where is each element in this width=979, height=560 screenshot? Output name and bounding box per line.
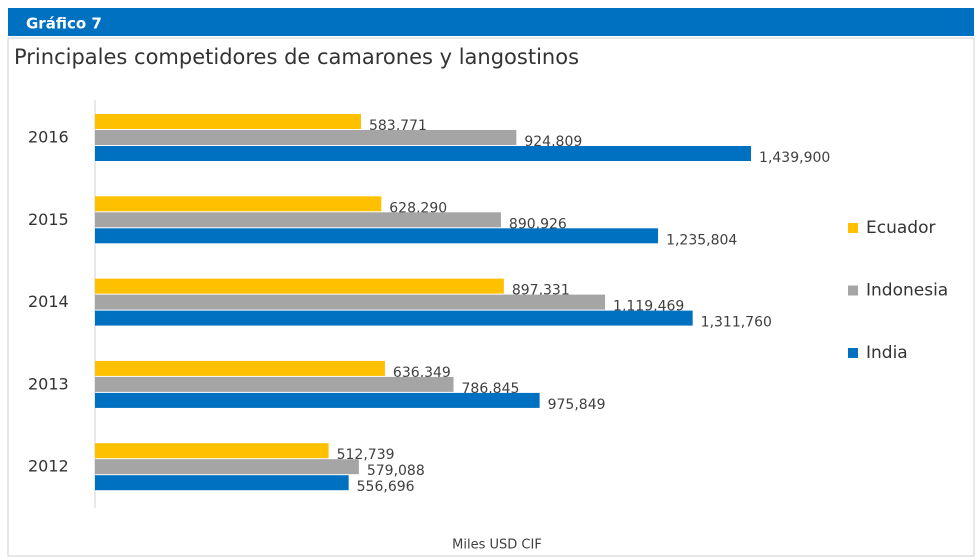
bar	[95, 130, 517, 145]
header-bar	[8, 8, 974, 36]
legend-label: Ecuador	[866, 218, 935, 238]
bar	[95, 278, 504, 294]
bar	[95, 294, 606, 310]
bar	[95, 459, 359, 475]
value-label: 975,849	[548, 397, 606, 413]
value-label: 1,311,760	[701, 315, 772, 331]
bar	[95, 475, 349, 491]
value-label: 1,439,900	[759, 150, 830, 166]
x-axis-label: Miles USD CIF	[452, 538, 542, 553]
legend-swatch	[848, 285, 858, 296]
bar	[95, 443, 329, 459]
header: Gráfico 7	[26, 15, 102, 33]
chart-title: Principales competidores de camarones y …	[14, 45, 579, 69]
y-tick-label: 2015	[28, 210, 69, 229]
bar	[95, 196, 382, 212]
y-tick-label: 2014	[28, 292, 69, 311]
y-tick-label: 2013	[28, 374, 69, 393]
value-label: 556,696	[357, 479, 415, 495]
value-label: 579,088	[367, 463, 425, 479]
bar	[95, 228, 659, 244]
bar	[95, 114, 361, 129]
legend-swatch	[848, 348, 858, 358]
value-label: 1,235,804	[666, 232, 737, 248]
legend-swatch	[848, 223, 858, 233]
bar	[95, 392, 540, 408]
y-tick-label: 2012	[28, 457, 69, 476]
legend-label: Indonesia	[866, 281, 948, 301]
bar	[95, 310, 693, 326]
bar	[95, 376, 454, 392]
legend-label: India	[866, 343, 908, 363]
bar	[95, 360, 385, 376]
bar	[95, 146, 752, 161]
bar	[95, 212, 501, 228]
y-tick-label: 2016	[28, 128, 69, 147]
